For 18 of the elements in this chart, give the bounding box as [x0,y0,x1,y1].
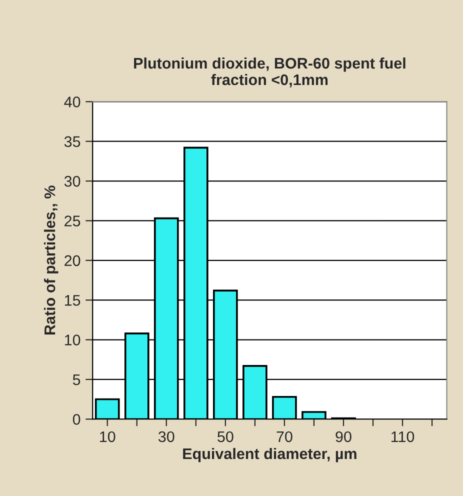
chart-title: Plutonium dioxide, BOR-60 spent fuel fraction <0,1mm [134,57,406,88]
y-tick-label: 25 [64,216,80,226]
x-tick-label: 110 [392,431,414,442]
x-axis-title: Equivalent diameter, µm [183,448,356,462]
y-axis-title: Ratio of particles,, % [44,186,58,335]
y-tick-label: 15 [64,295,80,306]
y-tick-label: 35 [64,136,80,148]
y-tick-label: 5 [72,374,80,386]
y-tick-label: 10 [64,334,80,346]
x-tick-label: 10 [100,431,116,442]
y-tick-label: 40 [64,96,80,108]
y-tick-label: 0 [72,414,80,425]
x-tick-label: 50 [218,431,234,442]
y-tick-label: 20 [64,255,80,266]
x-tick-label: 70 [276,431,292,442]
y-tick-label: 30 [64,176,80,187]
x-tick-label: 30 [158,431,174,442]
x-tick-label: 90 [336,431,352,442]
